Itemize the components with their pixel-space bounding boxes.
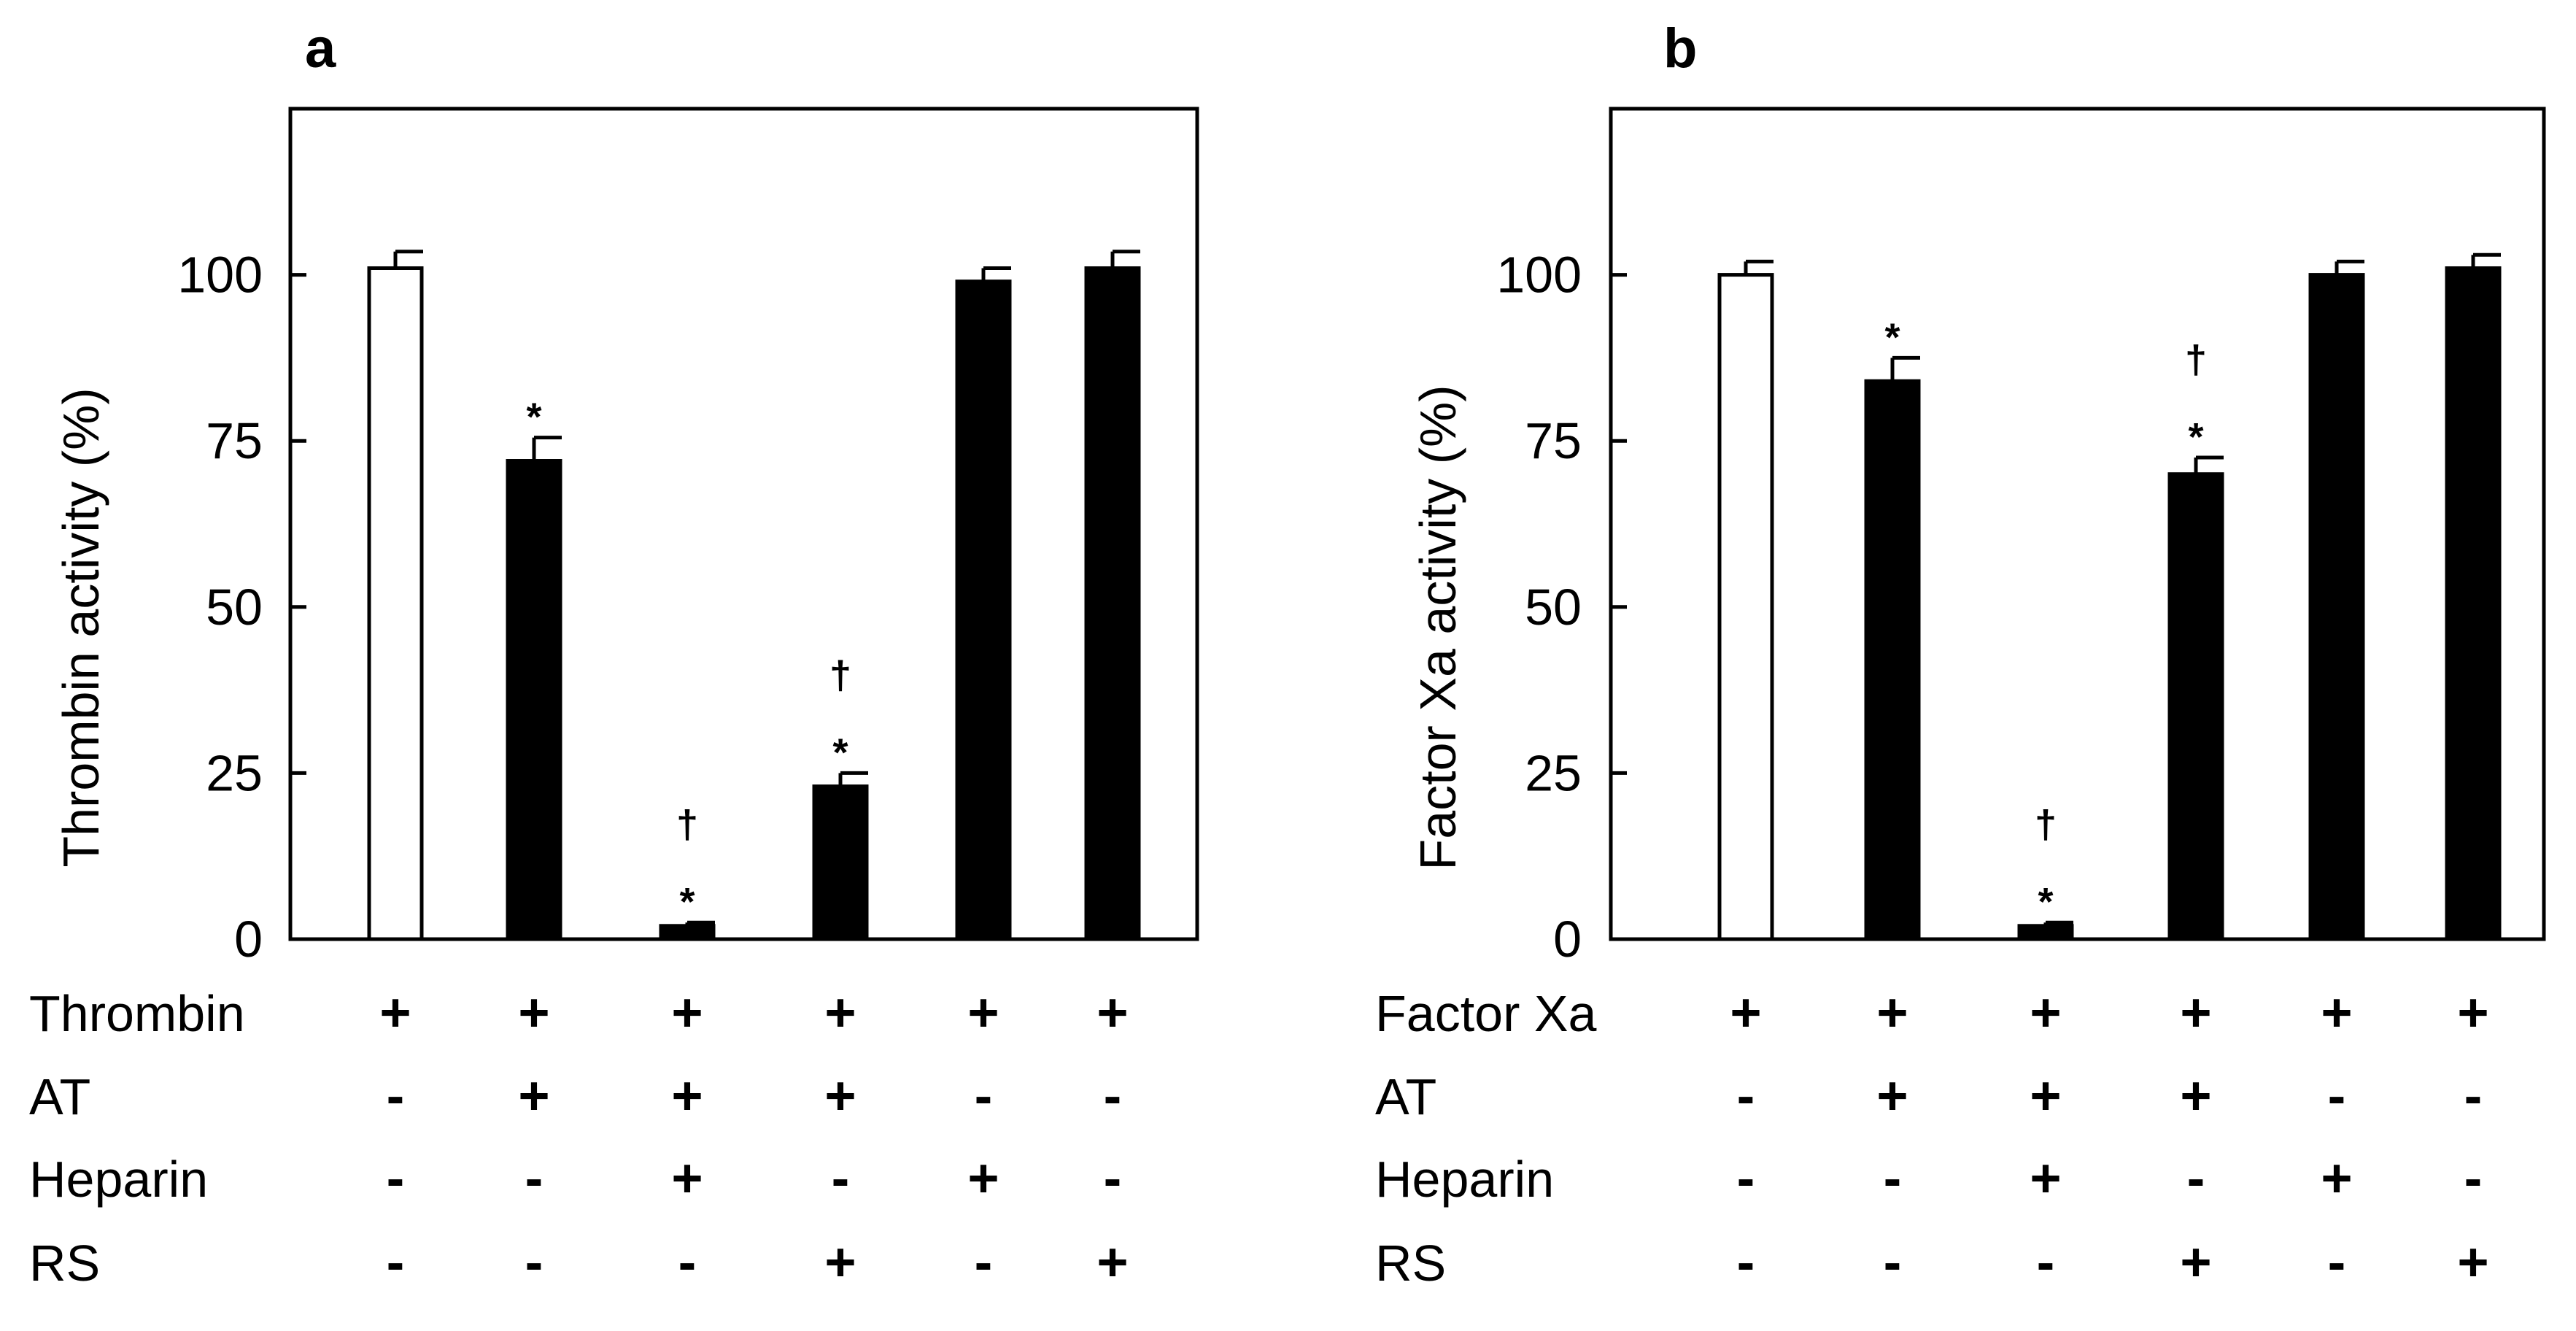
condition-minus: - (1737, 1065, 1755, 1126)
condition-plus: + (671, 1065, 703, 1126)
y-tick-label: 75 (206, 412, 263, 469)
bar (506, 459, 562, 941)
condition-plus: + (824, 982, 856, 1043)
condition-minus: - (1737, 1148, 1755, 1208)
bar (1864, 379, 1921, 941)
condition-row-label: Heparin (29, 1151, 208, 1208)
condition-plus: + (1096, 1232, 1128, 1292)
condition-plus: + (2321, 1148, 2352, 1208)
condition-minus: - (2328, 1065, 2346, 1126)
significance-asterisk: * (2188, 415, 2203, 459)
bar (812, 784, 869, 941)
bar (2445, 266, 2502, 941)
condition-plus: + (671, 1148, 703, 1208)
condition-plus: + (967, 1148, 999, 1208)
condition-plus: + (1730, 982, 1761, 1043)
y-tick-label: 75 (1525, 412, 1582, 469)
condition-plus: + (2457, 1232, 2488, 1292)
condition-minus: - (1104, 1148, 1122, 1208)
condition-minus: - (2328, 1232, 2346, 1292)
y-axis-title: Factor Xa activity (%) (1409, 385, 1466, 870)
condition-plus: + (2030, 1148, 2061, 1208)
condition-plus: + (2457, 982, 2488, 1043)
y-tick-label: 100 (1496, 247, 1582, 304)
y-tick-label: 25 (206, 744, 263, 801)
condition-plus: + (2180, 1065, 2211, 1126)
condition-plus: + (518, 1065, 549, 1126)
condition-row-label: RS (29, 1235, 100, 1292)
condition-plus: + (518, 982, 549, 1043)
bar (1084, 266, 1141, 941)
bar (955, 279, 1012, 941)
condition-plus: + (824, 1232, 856, 1292)
bar (2167, 472, 2224, 941)
condition-plus: + (2180, 982, 2211, 1043)
significance-dagger: † (2035, 803, 2057, 846)
panel-a-chart: a 0 25 50 75 100 Thrombin activity (%) * * † * † Thr… (29, 18, 1199, 1292)
condition-plus: + (824, 1065, 856, 1126)
panel-label: b (1663, 18, 1697, 80)
condition-plus: + (671, 982, 703, 1043)
condition-minus: - (2187, 1148, 2205, 1208)
condition-minus: - (387, 1148, 405, 1208)
condition-minus: - (2464, 1148, 2483, 1208)
condition-minus: - (2464, 1065, 2483, 1126)
condition-row-label: RS (1375, 1235, 1446, 1292)
condition-row-label: AT (1375, 1068, 1436, 1125)
y-tick-label: 0 (234, 911, 263, 968)
condition-minus: - (975, 1232, 993, 1292)
y-tick-label: 50 (1525, 579, 1582, 636)
y-tick-label: 100 (177, 247, 263, 304)
condition-minus: - (2037, 1232, 2055, 1292)
significance-asterisk: * (526, 396, 541, 439)
condition-minus: - (1737, 1232, 1755, 1292)
significance-dagger: † (829, 653, 851, 697)
condition-plus: + (2030, 982, 2061, 1043)
bar (367, 266, 424, 941)
bar (2308, 273, 2365, 941)
plot-frame (1609, 107, 2546, 941)
condition-row-label: Factor Xa (1375, 985, 1597, 1042)
condition-plus: + (1096, 982, 1128, 1043)
panel-label: a (305, 18, 336, 80)
condition-row-label: AT (29, 1068, 90, 1125)
condition-plus: + (967, 982, 999, 1043)
condition-plus: + (2321, 982, 2352, 1043)
condition-plus: + (1876, 982, 1908, 1043)
condition-plus: + (379, 982, 411, 1043)
significance-asterisk: * (2038, 880, 2053, 924)
y-tick-label: 50 (206, 579, 263, 636)
significance-asterisk: * (832, 730, 848, 774)
condition-plus: + (1876, 1065, 1908, 1126)
condition-plus: + (2030, 1065, 2061, 1126)
condition-row-label: Heparin (1375, 1151, 1554, 1208)
significance-dagger: † (676, 803, 698, 846)
condition-minus: - (975, 1065, 993, 1126)
y-tick-label: 25 (1525, 744, 1582, 801)
condition-minus: - (832, 1148, 850, 1208)
bar (2017, 924, 2074, 941)
plot-frame (288, 107, 1199, 941)
significance-dagger: † (2185, 338, 2207, 382)
condition-minus: - (1104, 1065, 1122, 1126)
bar (1717, 273, 1774, 941)
y-tick-label: 0 (1553, 911, 1582, 968)
condition-minus: - (387, 1232, 405, 1292)
significance-asterisk: * (1884, 315, 1900, 359)
condition-minus: - (1884, 1232, 1902, 1292)
condition-row-label: Thrombin (29, 985, 245, 1042)
y-axis-title: Thrombin activity (%) (53, 387, 109, 867)
significance-asterisk: * (679, 880, 695, 924)
panel-b-chart: b 0 25 50 75 100 Factor Xa activity (%) * * † * † Fa… (1375, 18, 2546, 1292)
condition-minus: - (1884, 1148, 1902, 1208)
condition-minus: - (525, 1232, 544, 1292)
condition-plus: + (2180, 1232, 2211, 1292)
bar (659, 924, 716, 941)
condition-minus: - (678, 1232, 697, 1292)
condition-minus: - (387, 1065, 405, 1126)
condition-minus: - (525, 1148, 544, 1208)
